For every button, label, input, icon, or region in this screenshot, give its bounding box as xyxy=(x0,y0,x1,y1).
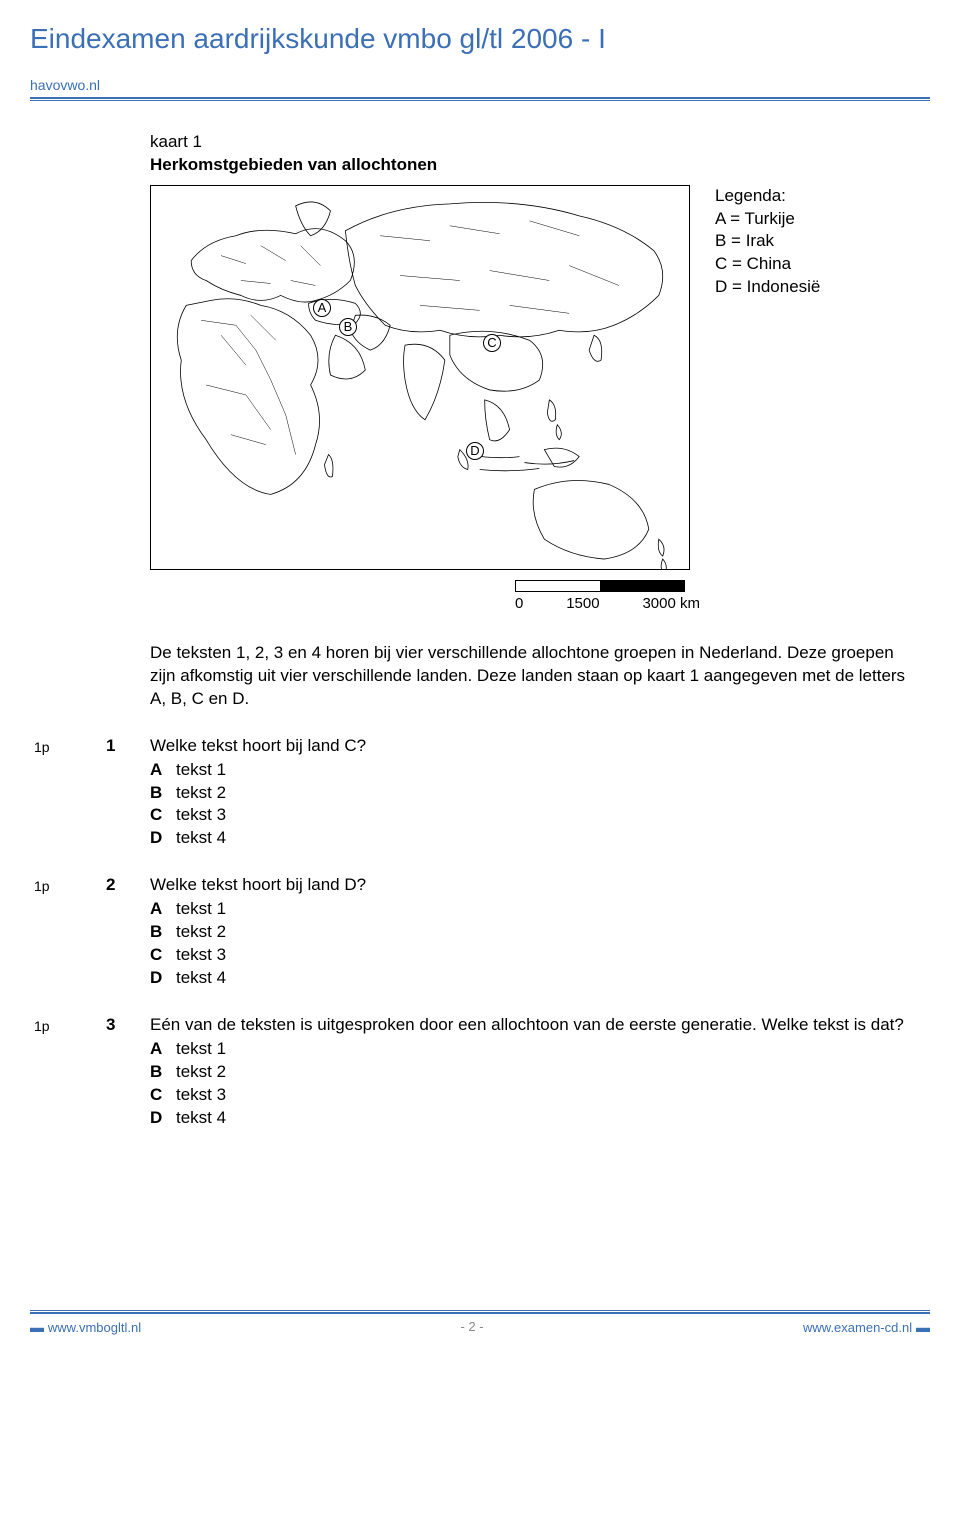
question-points: 1p xyxy=(30,1014,78,1130)
option-label: A xyxy=(150,759,176,782)
question-row: 1p1Welke tekst hoort bij land C?Atekst 1… xyxy=(30,735,930,851)
question-text: Eén van de teksten is uitgesproken door … xyxy=(150,1014,930,1037)
option-label: B xyxy=(150,921,176,944)
footer-rule-thick xyxy=(30,1312,930,1314)
question-points: 1p xyxy=(30,874,78,990)
figure-title: Herkomstgebieden van allochtonen xyxy=(150,155,437,174)
option: Atekst 1 xyxy=(150,1038,930,1061)
option-label: D xyxy=(150,1107,176,1130)
option-label: C xyxy=(150,804,176,827)
map-label-a: A xyxy=(313,299,331,317)
option-label: B xyxy=(150,1061,176,1084)
option-text: tekst 1 xyxy=(176,759,226,782)
footer-page-number: - 2 - xyxy=(460,1318,483,1337)
figure-number: kaart 1 xyxy=(150,131,910,154)
question-bullet-icon xyxy=(78,735,106,851)
figure-header: kaart 1 Herkomstgebieden van allochtonen xyxy=(150,131,910,177)
option-text: tekst 3 xyxy=(176,944,226,967)
option: Btekst 2 xyxy=(150,1061,930,1084)
option-text: tekst 2 xyxy=(176,1061,226,1084)
option-label: D xyxy=(150,967,176,990)
option-label: A xyxy=(150,1038,176,1061)
legend-title: Legenda: xyxy=(715,185,820,208)
scale-tick: 1500 xyxy=(566,594,599,614)
option: Btekst 2 xyxy=(150,782,930,805)
header-rule-thick xyxy=(30,97,930,99)
option: Ctekst 3 xyxy=(150,1084,930,1107)
scale-tick: 3000 km xyxy=(642,594,700,614)
option-label: B xyxy=(150,782,176,805)
legend-item: A = Turkije xyxy=(715,208,820,231)
option-text: tekst 4 xyxy=(176,827,226,850)
option: Dtekst 4 xyxy=(150,967,930,990)
option-label: D xyxy=(150,827,176,850)
scale-seg xyxy=(600,581,684,591)
question-text: Welke tekst hoort bij land D? xyxy=(150,874,930,897)
scale-bar xyxy=(515,580,685,592)
question-options: Atekst 1Btekst 2Ctekst 3Dtekst 4 xyxy=(150,898,930,990)
question-options: Atekst 1Btekst 2Ctekst 3Dtekst 4 xyxy=(150,1038,930,1130)
footer-left: ▬ www.vmbogltl.nl xyxy=(30,1318,141,1337)
option: Ctekst 3 xyxy=(150,944,930,967)
footer-rule-thin xyxy=(30,1310,930,1311)
question-row: 1p2Welke tekst hoort bij land D?Atekst 1… xyxy=(30,874,930,990)
option-text: tekst 3 xyxy=(176,804,226,827)
map-svg xyxy=(151,186,689,569)
option-label: A xyxy=(150,898,176,921)
page-content: kaart 1 Herkomstgebieden van allochtonen xyxy=(30,101,930,711)
footer-right: www.examen-cd.nl ▬ xyxy=(803,1318,930,1337)
questions: 1p1Welke tekst hoort bij land C?Atekst 1… xyxy=(30,735,930,1130)
map-label-b: B xyxy=(339,318,357,336)
question-bullet-icon xyxy=(78,1014,106,1130)
question-bullet-icon xyxy=(78,874,106,990)
option-label: C xyxy=(150,944,176,967)
question-number: 3 xyxy=(106,1014,150,1130)
question-body: Welke tekst hoort bij land C?Atekst 1Bte… xyxy=(150,735,930,851)
map-legend: Legenda: A = Turkije B = Irak C = China … xyxy=(715,185,820,300)
legend-item: B = Irak xyxy=(715,230,820,253)
option: Dtekst 4 xyxy=(150,1107,930,1130)
option: Btekst 2 xyxy=(150,921,930,944)
question-row: 1p3Eén van de teksten is uitgesproken do… xyxy=(30,1014,930,1130)
option-text: tekst 4 xyxy=(176,1107,226,1130)
option-text: tekst 4 xyxy=(176,967,226,990)
figure-row: A B C D Legenda: A = Turkije B = Irak C … xyxy=(150,185,910,570)
option: Atekst 1 xyxy=(150,898,930,921)
option-text: tekst 3 xyxy=(176,1084,226,1107)
question-text: Welke tekst hoort bij land C? xyxy=(150,735,930,758)
map-label-d: D xyxy=(466,442,484,460)
scale-seg xyxy=(516,581,600,591)
question-body: Eén van de teksten is uitgesproken door … xyxy=(150,1014,930,1130)
legend-item: C = China xyxy=(715,253,820,276)
footer: ▬ www.vmbogltl.nl - 2 - www.examen-cd.nl… xyxy=(30,1318,930,1337)
option: Atekst 1 xyxy=(150,759,930,782)
option-text: tekst 1 xyxy=(176,1038,226,1061)
map-scale: 0 1500 3000 km xyxy=(515,580,910,614)
option-text: tekst 2 xyxy=(176,782,226,805)
exam-title: Eindexamen aardrijkskunde vmbo gl/tl 200… xyxy=(30,20,930,58)
question-points: 1p xyxy=(30,735,78,851)
scale-labels: 0 1500 3000 km xyxy=(515,594,700,614)
option: Ctekst 3 xyxy=(150,804,930,827)
option-text: tekst 1 xyxy=(176,898,226,921)
option-text: tekst 2 xyxy=(176,921,226,944)
question-options: Atekst 1Btekst 2Ctekst 3Dtekst 4 xyxy=(150,759,930,851)
scale-tick: 0 xyxy=(515,594,523,614)
world-map: A B C D xyxy=(150,185,690,570)
question-number: 1 xyxy=(106,735,150,851)
source-label: havovwo.nl xyxy=(30,76,930,95)
legend-item: D = Indonesië xyxy=(715,276,820,299)
question-body: Welke tekst hoort bij land D?Atekst 1Bte… xyxy=(150,874,930,990)
option: Dtekst 4 xyxy=(150,827,930,850)
intro-text: De teksten 1, 2, 3 en 4 horen bij vier v… xyxy=(150,642,910,711)
question-number: 2 xyxy=(106,874,150,990)
map-label-c: C xyxy=(483,334,501,352)
option-label: C xyxy=(150,1084,176,1107)
